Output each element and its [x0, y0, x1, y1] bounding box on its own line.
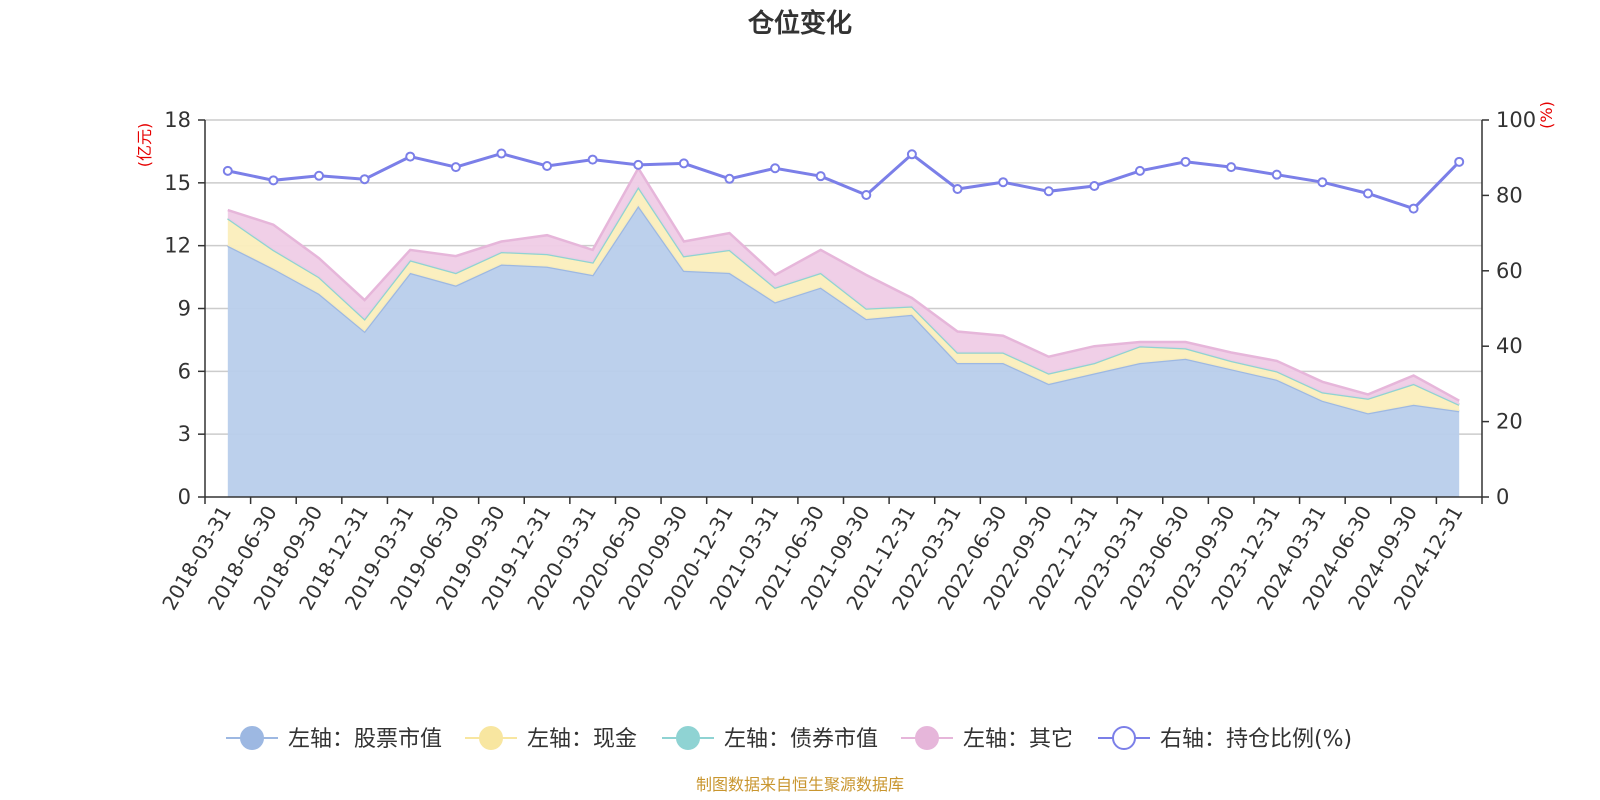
legend-item-4: 右轴：持仓比例(%) [1098, 726, 1352, 752]
left-tick-label: 6 [178, 359, 191, 383]
ratio-point [496, 148, 507, 159]
right-tick-label: 40 [1496, 334, 1523, 358]
left-tick-label: 3 [178, 422, 191, 446]
right-tick-label: 60 [1496, 259, 1523, 283]
legend-symbol-circle [915, 726, 939, 750]
ratio-point [1043, 186, 1054, 197]
ratio-point [268, 175, 279, 186]
ratio-point [678, 158, 689, 169]
ratio-point [1317, 177, 1328, 188]
ratio-point [450, 162, 461, 173]
left-axis-unit: (亿元) [135, 123, 154, 168]
ratio-point [633, 159, 644, 170]
ratio-point [314, 170, 325, 181]
area-line-series-3 [227, 165, 1460, 402]
ratio-point [906, 149, 917, 160]
legend-item-3: 左轴：其它 [901, 726, 1073, 752]
ratio-point [770, 163, 781, 174]
ratio-point [1271, 169, 1282, 180]
legend-symbol-circle [479, 726, 503, 750]
area-series-1 [227, 187, 1460, 414]
chart-title: 仓位变化 [747, 8, 852, 39]
ratio-point [222, 165, 233, 176]
legend-label: 左轴：股票市值 [288, 727, 442, 752]
legend-item-2: 左轴：债券市值 [662, 726, 878, 752]
legend-label: 右轴：持仓比例(%) [1160, 727, 1352, 752]
right-tick-label: 100 [1496, 108, 1536, 132]
right-tick-label: 80 [1496, 183, 1523, 207]
right-axis-unit: (%) [1537, 101, 1556, 129]
left-tick-label: 0 [178, 485, 191, 509]
legend: 左轴：股票市值 左轴：现金 左轴：债券市值 左轴：其它 右轴：持仓比例(%) [226, 726, 1352, 752]
ratio-line-path [227, 152, 1461, 211]
ratio-point [1089, 180, 1100, 191]
ratio-point [1134, 165, 1145, 176]
right-tick-label: 20 [1496, 410, 1523, 434]
ratio-point [998, 177, 1009, 188]
ratio-point [405, 151, 416, 162]
ratio-point [815, 171, 826, 182]
legend-label: 左轴：其它 [963, 727, 1073, 752]
legend-label: 左轴：债券市值 [724, 727, 878, 752]
left-tick-label: 12 [164, 234, 191, 258]
stacked-areas [227, 165, 1460, 497]
source-note: 制图数据来自恒生聚源数据库 [696, 775, 904, 794]
ratio-point [542, 160, 553, 171]
legend-symbol-circle [240, 726, 264, 750]
ratio-point [861, 190, 872, 201]
left-tick-label: 18 [164, 108, 191, 132]
legend-label: 左轴：现金 [527, 727, 637, 752]
ratio-point [724, 173, 735, 184]
ratio-point [1362, 188, 1373, 199]
area-series-0 [227, 205, 1460, 497]
legend-symbol-circle [1112, 726, 1136, 750]
legend-symbol-circle [676, 726, 700, 750]
ratio-point [1180, 156, 1191, 167]
ratio-point [1226, 162, 1237, 173]
ratio-line [222, 148, 1465, 214]
ratio-point [1454, 156, 1465, 167]
legend-item-1: 左轴：现金 [465, 726, 637, 752]
ratio-point [359, 174, 370, 185]
area-series-3 [227, 168, 1460, 405]
left-tick-label: 15 [164, 171, 191, 195]
ratio-point [587, 154, 598, 165]
left-tick-label: 9 [178, 297, 191, 321]
area-line-series-2 [227, 184, 1460, 406]
ratio-point [1408, 203, 1419, 214]
right-tick-label: 0 [1496, 485, 1509, 509]
legend-item-0: 左轴：股票市值 [226, 726, 442, 752]
ratio-point [952, 183, 963, 194]
